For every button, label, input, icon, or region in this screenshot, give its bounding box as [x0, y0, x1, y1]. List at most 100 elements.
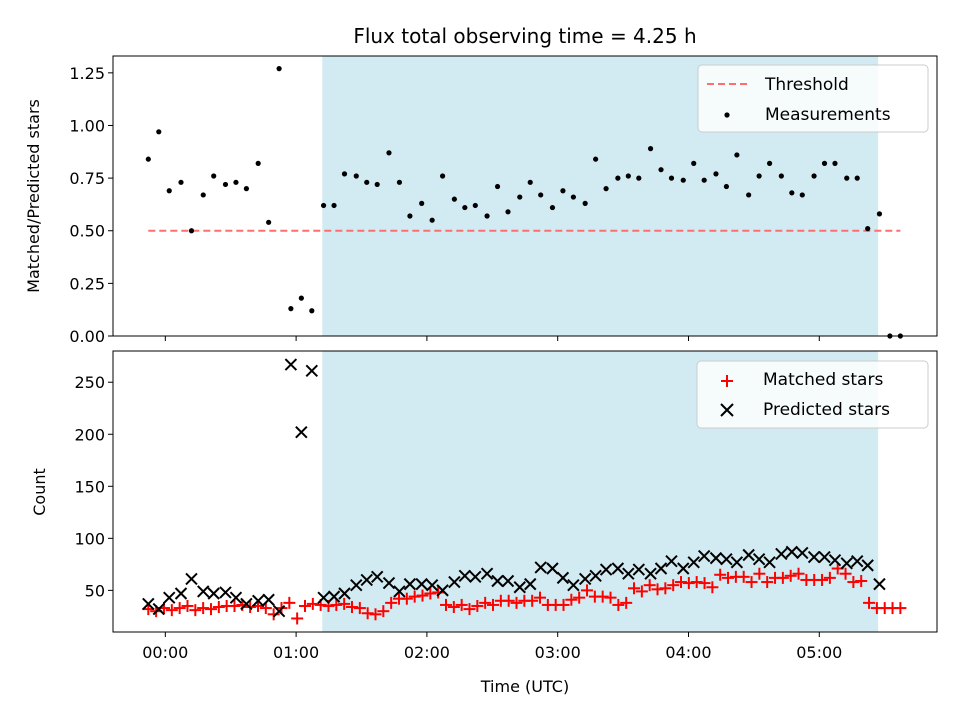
measurement-point	[396, 179, 403, 185]
matched-point	[455, 598, 468, 611]
measurement-point	[746, 192, 752, 198]
matched-point	[369, 608, 382, 621]
matched-point	[526, 594, 539, 607]
measurement-point	[298, 295, 304, 301]
y-tick-label: 250	[74, 373, 105, 392]
measurement-point	[811, 173, 817, 179]
measurement-point	[188, 228, 195, 234]
predicted-point	[469, 570, 482, 584]
measurement-point	[876, 211, 883, 217]
measurement-point	[451, 196, 457, 202]
predicted-point	[818, 550, 831, 564]
y-tick-label: 0.25	[69, 274, 105, 293]
predicted-point	[295, 425, 308, 439]
measurement-point	[734, 152, 740, 158]
matched-point	[620, 596, 633, 609]
measurement-point	[821, 160, 828, 166]
matched-point	[651, 583, 664, 596]
predicted-point	[491, 574, 504, 588]
matched-point	[291, 612, 304, 625]
top-legend-box	[697, 64, 929, 133]
measurement-point	[419, 200, 425, 206]
measurement-point	[266, 219, 272, 225]
y-tick-label: 50	[85, 581, 105, 600]
y-tick-label: 0.75	[69, 169, 105, 188]
predicted-point	[501, 574, 515, 588]
y-tick-label: 150	[74, 477, 105, 496]
x-tick-label: 04:00	[665, 643, 711, 662]
measurement-point	[766, 160, 773, 166]
measurement-point	[320, 202, 327, 209]
matched-point	[863, 596, 876, 609]
matched-point	[698, 577, 711, 590]
chart-title: Flux total observing time = 4.25 h	[353, 24, 696, 48]
matched-point	[212, 601, 225, 614]
predicted-point	[599, 563, 613, 576]
matched-point	[612, 598, 625, 611]
matched-point	[643, 579, 656, 592]
bottom-x-ticks: 00:00 01:00 02:00 03:00 04:00 05:00	[142, 632, 842, 662]
matched-point	[565, 593, 578, 606]
predicted-point	[436, 584, 449, 597]
predicted-point	[709, 551, 723, 565]
matched-point	[510, 596, 523, 609]
matched-point	[534, 591, 547, 604]
predicted-point	[775, 547, 788, 561]
measurement-point	[145, 156, 151, 162]
measurement-point	[658, 167, 664, 173]
matched-point	[682, 577, 695, 590]
measurement-point	[276, 66, 282, 72]
matched-point	[471, 599, 484, 612]
x-tick-label: 00:00	[142, 643, 188, 662]
predicted-point	[785, 545, 799, 559]
measurement-point	[309, 308, 315, 314]
measurement-point	[636, 175, 642, 181]
measurement-point	[538, 192, 544, 198]
matched-point	[722, 571, 735, 584]
predicted-point	[622, 567, 635, 580]
predicted-point	[425, 578, 439, 592]
top-axes-frame	[112, 55, 938, 337]
bottom-legend-box	[696, 360, 929, 429]
top-legend: Threshold Measurements	[697, 64, 929, 133]
predicted-point	[861, 559, 874, 572]
top-x-ticks	[164, 336, 820, 341]
measurement-point	[440, 173, 446, 179]
matched-point	[228, 599, 241, 612]
top-y-ticks: 0.00 0.25 0.50 0.75 1.00 1.25	[69, 64, 113, 346]
matched-point	[181, 599, 194, 612]
measurement-point	[222, 181, 229, 188]
legend-measurements-swatch	[724, 112, 730, 118]
measurement-point	[429, 217, 435, 223]
measurement-point	[625, 173, 631, 179]
predicted-point	[284, 358, 298, 371]
matched-point	[361, 607, 374, 620]
predicted-stars-series	[142, 358, 886, 618]
matched-point	[847, 576, 860, 589]
matched-point	[816, 573, 829, 586]
measurement-point	[472, 202, 478, 209]
matched-point	[604, 591, 617, 604]
matched-point	[479, 596, 492, 609]
bottom-panel: 50 100 150 200 250 00:00 01:00 02:00 03:00 04:00…	[30, 350, 938, 696]
measurement-point	[560, 188, 566, 194]
measurement-point	[494, 183, 501, 190]
matched-point	[259, 602, 272, 615]
predicted-point	[448, 575, 461, 589]
matched-point	[306, 597, 319, 610]
measurement-point	[832, 160, 838, 166]
x-tick-label: 02:00	[404, 643, 450, 662]
legend-matched-label: Matched stars	[763, 370, 883, 390]
matched-point	[283, 596, 296, 609]
measurement-point	[713, 171, 719, 177]
predicted-point	[807, 550, 821, 564]
predicted-point	[272, 604, 286, 618]
measurement-point	[462, 204, 468, 211]
matched-point	[385, 596, 398, 609]
predicted-point	[370, 570, 384, 584]
measurement-point	[364, 179, 370, 185]
predicted-point	[338, 587, 351, 600]
measurement-point	[505, 209, 511, 215]
predicted-point	[317, 591, 330, 604]
measurement-point	[789, 190, 795, 196]
